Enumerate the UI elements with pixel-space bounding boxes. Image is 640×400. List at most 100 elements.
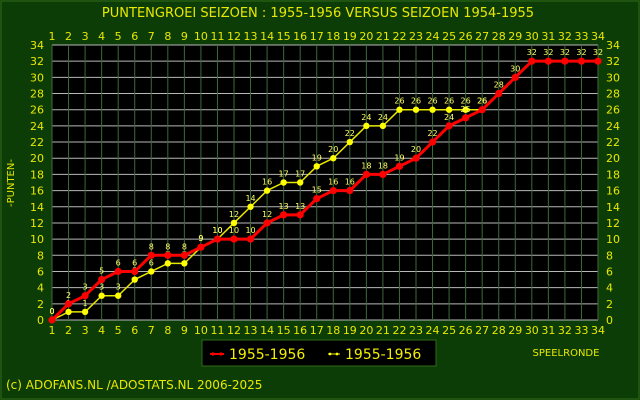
x-tick-label: 17 — [310, 324, 324, 337]
x-tick-label: 26 — [459, 324, 473, 337]
legend-marker-2a — [328, 352, 332, 356]
series-1-data-label: 32 — [576, 48, 586, 57]
legend-label-2: 1955-1956 — [345, 347, 421, 363]
series-1-point — [131, 267, 139, 276]
y-tick-label: 14 — [606, 201, 620, 214]
series-1-point — [329, 186, 337, 195]
series-2-point — [164, 260, 172, 267]
series-1-data-label: 10 — [245, 226, 255, 235]
series-2-point — [247, 203, 254, 210]
x-tick-label: 5 — [115, 324, 122, 337]
x-tick-label: 12 — [227, 30, 241, 43]
series-1-data-label: 10 — [212, 226, 222, 235]
y-tick-label: 14 — [30, 201, 44, 214]
series-1-data-label: 15 — [312, 186, 322, 195]
series-2: 0113356779101214161717192022242426262626… — [48, 97, 487, 324]
x-tick-label: 8 — [164, 30, 171, 43]
series-2-point — [263, 187, 271, 194]
series-2-point — [445, 106, 453, 113]
series-1-point — [48, 316, 56, 324]
series-2-data-label: 22 — [345, 129, 355, 138]
series-1-point — [362, 170, 370, 179]
y-tick-label: 16 — [30, 185, 44, 198]
series-2-point — [280, 179, 287, 186]
series-1-point — [594, 57, 602, 65]
y-tick-label: 10 — [606, 233, 620, 246]
series-2-data-label: 12 — [229, 210, 239, 219]
x-tick-label: 31 — [541, 30, 555, 43]
series-1-data-label: 0 — [49, 307, 54, 316]
y-tick-label: 20 — [606, 152, 620, 165]
series-1-point — [164, 251, 172, 259]
series-1-data-label: 5 — [99, 267, 104, 276]
x-tick-label: 18 — [326, 30, 340, 43]
series-2-point — [412, 106, 420, 113]
x-tick-label: 22 — [392, 324, 406, 337]
y-tick-label: 8 — [606, 249, 613, 262]
series-1-point — [296, 211, 304, 219]
x-tick-label: 18 — [326, 324, 340, 337]
series-1-point — [379, 170, 387, 179]
y-tick-label: 32 — [30, 55, 44, 68]
series-1-data-label: 32 — [527, 48, 537, 57]
series-1-point — [511, 73, 519, 81]
series-2-data-label: 17 — [279, 170, 289, 179]
y-tick-label: 16 — [606, 185, 620, 198]
series-2-point — [148, 268, 155, 275]
x-tick-label: 28 — [492, 30, 506, 43]
x-tick-label: 27 — [475, 30, 489, 43]
x-tick-label: 3 — [82, 30, 89, 43]
series-2-point — [396, 106, 403, 113]
x-tick-label: 24 — [426, 30, 440, 43]
y-tick-label: 28 — [30, 88, 44, 101]
series-2-point — [363, 122, 370, 130]
x-tick-label: 14 — [260, 30, 274, 43]
x-tick-label: 19 — [343, 324, 357, 337]
series-2-data-label: 17 — [295, 170, 305, 179]
series-1-data-label: 13 — [295, 202, 305, 211]
series-1-data-label: 8 — [149, 242, 154, 251]
series-1-data-label: 18 — [361, 161, 371, 170]
series-2-data-label: 24 — [361, 113, 371, 122]
series-1-data-label: 8 — [165, 242, 170, 251]
x-tick-label: 5 — [115, 30, 122, 43]
series-1-data-label: 32 — [560, 48, 570, 57]
footer-copyright: (c) ADOFANS.NL /ADOSTATS.NL 2006-2025 — [6, 378, 262, 392]
x-tick-label: 15 — [277, 324, 291, 337]
series-1-data-label: 28 — [494, 81, 504, 90]
y-tick-label: 12 — [30, 217, 44, 230]
x-tick-label: 33 — [574, 324, 588, 337]
series-2-data-label: 0 — [49, 307, 54, 316]
y-tick-label: 18 — [30, 168, 44, 181]
series-1-point — [114, 267, 122, 276]
x-tick-label: 12 — [227, 324, 241, 337]
x-tick-label: 1 — [49, 324, 56, 337]
x-tick-label: 13 — [244, 30, 258, 43]
series-1-data-label: 25 — [461, 105, 471, 114]
series-2-point — [114, 292, 122, 299]
x-tick-label: 2 — [65, 324, 72, 337]
series-1-point — [395, 162, 404, 170]
series-2-point — [313, 163, 320, 170]
x-tick-label: 30 — [525, 30, 539, 43]
series-1-data-label: 30 — [510, 64, 520, 73]
y-tick-label: 4 — [606, 282, 613, 295]
x-tick-label: 22 — [392, 30, 406, 43]
series-2-data-label: 24 — [378, 113, 388, 122]
x-tick-label: 11 — [210, 324, 224, 337]
legend-item-1: 1955-1956 — [210, 347, 305, 363]
x-tick-label: 16 — [293, 324, 307, 337]
series-1-data-label: 18 — [378, 161, 388, 170]
x-tick-label: 29 — [508, 30, 522, 43]
series-1-line — [50, 59, 598, 322]
series-1-data-label: 16 — [328, 178, 338, 187]
series-1-point — [561, 57, 569, 65]
series-1-point — [180, 251, 188, 259]
series-1-data-label: 20 — [411, 145, 421, 154]
series-1-data-label: 12 — [262, 210, 272, 219]
x-axis-label: SPEELRONDE — [533, 348, 600, 359]
series-2-data-label: 6 — [149, 258, 154, 267]
